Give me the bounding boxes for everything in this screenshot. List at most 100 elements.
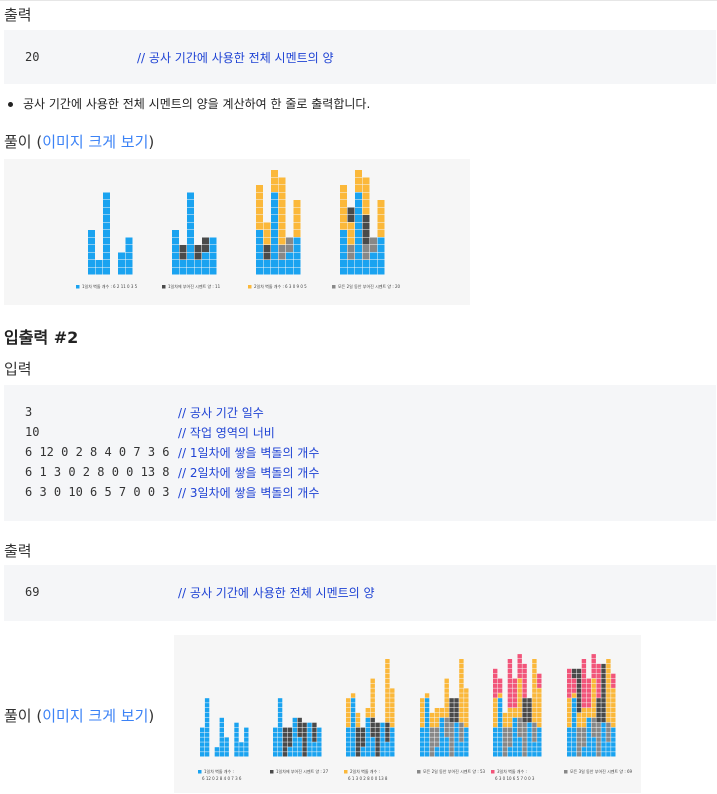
grid-cell <box>256 193 263 200</box>
solution-heading-2: 풀이 (이미지 크게 보기) <box>4 705 154 726</box>
grid-cell <box>172 268 179 275</box>
grid-cell <box>508 713 512 717</box>
grid-cell <box>454 718 458 722</box>
grid-cell <box>606 674 610 678</box>
grid-cell <box>601 708 605 712</box>
grid-cell <box>464 752 468 756</box>
grid-cell <box>435 737 439 741</box>
grid-cell <box>567 669 571 673</box>
enlarge-image-link-2[interactable]: 이미지 크게 보기 <box>42 707 148 725</box>
grid-cell <box>283 733 287 737</box>
grid-cell <box>220 718 224 722</box>
grid-cell <box>522 693 526 697</box>
grid-cell <box>493 723 497 727</box>
grid-cell <box>572 679 576 683</box>
grid-cell <box>459 669 463 673</box>
grid-cell <box>582 679 586 683</box>
grid-cell <box>577 718 581 722</box>
grid-cell <box>187 208 194 215</box>
grid-cell <box>440 733 444 737</box>
enlarge-image-link[interactable]: 이미지 크게 보기 <box>42 133 148 151</box>
grid-cell <box>278 713 282 717</box>
grid-cell <box>200 747 204 751</box>
grid-cell <box>440 718 444 722</box>
top-divider <box>0 0 717 1</box>
grid-cell <box>256 230 263 237</box>
grid-cell <box>340 193 347 200</box>
grid-cell <box>420 703 424 707</box>
grid-cell <box>596 747 600 751</box>
grid-cell <box>380 728 384 732</box>
grid-cell <box>351 718 355 722</box>
grid-cell <box>459 679 463 683</box>
grid-cell <box>195 268 202 275</box>
grid-cell <box>611 693 615 697</box>
grid-cell <box>537 698 541 702</box>
grid-cell <box>522 664 526 668</box>
grid-cell <box>256 253 263 260</box>
figure1-svg: 1일차 벽돌 개수 : 6 2 11 0 3 5 1일차에 부어진 시멘트 양 :… <box>4 159 470 305</box>
grid-cell <box>601 669 605 673</box>
grid-cell <box>606 669 610 673</box>
grid-cell <box>210 245 217 252</box>
grid-cell <box>601 679 605 683</box>
grid-cell <box>348 208 355 215</box>
grid-cell <box>363 268 370 275</box>
grid-cell <box>366 713 370 717</box>
grid-cell <box>225 747 229 751</box>
grid-cell <box>532 737 536 741</box>
grid-cell <box>283 747 287 751</box>
grid-cell <box>278 718 282 722</box>
grid-cell <box>508 698 512 702</box>
grid-cell <box>256 215 263 222</box>
grid-cell <box>244 747 248 751</box>
grid-cell <box>366 733 370 737</box>
grid-cell <box>234 723 238 727</box>
grid-cell <box>596 693 600 697</box>
grid-cell <box>503 747 507 751</box>
grid-cell <box>459 703 463 707</box>
grid-cell <box>464 693 468 697</box>
grid-cell <box>577 698 581 702</box>
grid-cell <box>606 728 610 732</box>
grid-cell <box>518 698 522 702</box>
grid-cell <box>527 713 531 717</box>
grid-cell <box>283 728 287 732</box>
grid-cell <box>435 718 439 722</box>
grid-cell <box>307 742 311 746</box>
grid-cell <box>278 728 282 732</box>
grid-cell <box>118 253 125 260</box>
grid-cell <box>273 742 277 746</box>
grid-cell <box>596 679 600 683</box>
grid-cell <box>312 728 316 732</box>
grid-cell <box>522 737 526 741</box>
grid-cell <box>464 713 468 717</box>
bullet-text: 공사 기간에 사용한 전체 시멘트의 양을 계산하여 한 줄로 출력합니다. <box>23 97 370 111</box>
grid-cell <box>202 245 209 252</box>
grid-cell <box>88 260 95 267</box>
grid-cell <box>307 737 311 741</box>
grid-cell <box>271 215 278 222</box>
grid-cell <box>449 742 453 746</box>
grid-cell <box>273 728 277 732</box>
grid-cell <box>294 208 301 215</box>
grid-cell <box>532 723 536 727</box>
grid-cell <box>390 733 394 737</box>
grid-cell <box>508 737 512 741</box>
grid-cell <box>587 728 591 732</box>
grid-cell <box>611 737 615 741</box>
grid-cell <box>371 688 375 692</box>
grid-cell <box>187 268 194 275</box>
grid-cell <box>513 733 517 737</box>
grid-cell <box>371 684 375 688</box>
grid-cell <box>420 747 424 751</box>
grid-cell <box>355 193 362 200</box>
legend-swatch <box>491 770 495 774</box>
grid-cell <box>518 654 522 658</box>
grid-cell <box>380 723 384 727</box>
grid-cell <box>351 733 355 737</box>
grid-cell <box>430 718 434 722</box>
grid-cell <box>493 718 497 722</box>
grid-cell <box>346 703 350 707</box>
grid-cell <box>96 260 103 267</box>
